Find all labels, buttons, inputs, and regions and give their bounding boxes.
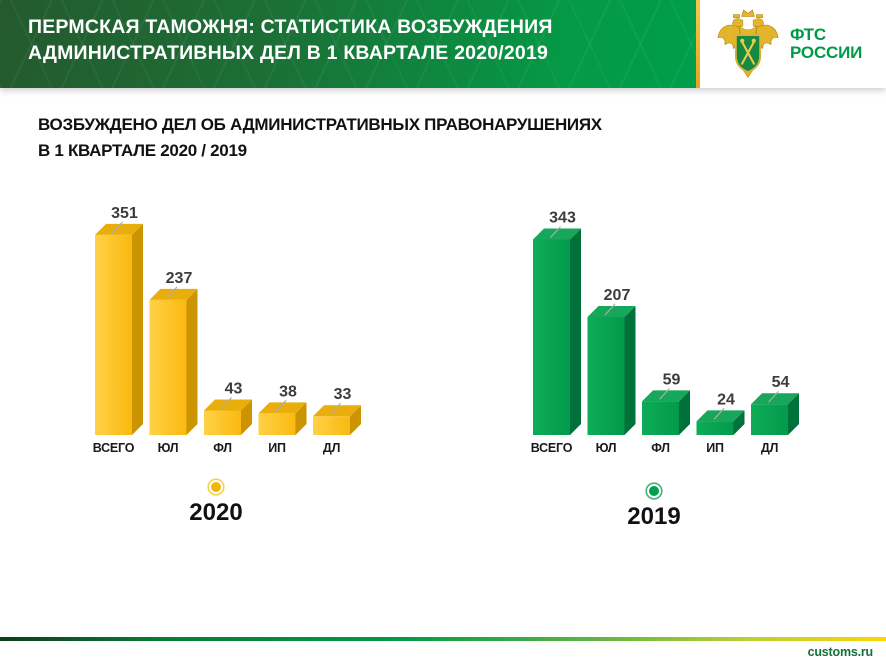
footer-site-label: customs.ru bbox=[807, 645, 874, 659]
bar-ФЛ: 43 bbox=[204, 380, 252, 435]
bar-chart-svg-2019: 343 ВСЕГО 207 ЮЛ 59 ФЛ 24 ИП 54 ДЛ 2019 bbox=[531, 209, 799, 530]
legend-2019: 2019 bbox=[627, 482, 681, 530]
slide-title-line2: АДМИНИСТРАТИВНЫХ ДЕЛ В 1 КВАРТАЛЕ 2020/2… bbox=[28, 42, 549, 64]
bar-top-face bbox=[642, 390, 690, 402]
chart-2019: 343 ВСЕГО 207 ЮЛ 59 ФЛ 24 ИП 54 ДЛ 2019 bbox=[498, 195, 878, 535]
bar-front-face bbox=[95, 234, 132, 435]
bar-side-face bbox=[132, 223, 143, 435]
bar-top-face bbox=[751, 393, 799, 405]
value-leader-line bbox=[112, 221, 123, 234]
bar-side-face bbox=[733, 410, 745, 435]
chart-heading-line1: ВОЗБУЖДЕНО ДЕЛ ОБ АДМИНИСТРАТИВНЫХ ПРАВО… bbox=[38, 115, 602, 134]
value-label-ЮЛ: 237 bbox=[166, 270, 193, 287]
bar-front-face bbox=[149, 299, 187, 435]
bar-ИП: 24 bbox=[696, 391, 745, 435]
bar-side-face bbox=[186, 288, 198, 435]
category-label-ЮЛ: ЮЛ bbox=[158, 441, 179, 455]
bar-top-face bbox=[533, 228, 581, 240]
legend-label-2019: 2019 bbox=[627, 503, 680, 530]
value-leader-line bbox=[768, 390, 779, 403]
bar-side-face bbox=[350, 405, 361, 435]
bar-front-face bbox=[533, 239, 570, 435]
category-label-ВСЕГО: ВСЕГО bbox=[93, 441, 135, 455]
legend-2020: 2020 bbox=[189, 478, 243, 526]
bar-side-face bbox=[241, 399, 252, 435]
bar-side-face bbox=[624, 306, 636, 435]
bar-ВСЕГО: 351 bbox=[95, 205, 143, 435]
bar-ДЛ: 54 bbox=[751, 374, 799, 435]
bar-side-face bbox=[788, 393, 799, 435]
legend-dot-icon bbox=[211, 482, 221, 492]
category-label-ИП: ИП bbox=[268, 441, 286, 455]
bar-side-face bbox=[679, 390, 690, 435]
value-label-ВСЕГО: 343 bbox=[549, 209, 576, 226]
value-leader-line bbox=[166, 286, 178, 299]
logo-org-line1: ФТС bbox=[790, 24, 826, 44]
bar-top-face bbox=[149, 288, 198, 300]
value-leader-line bbox=[604, 303, 616, 316]
slide-title-line1: ПЕРМСКАЯ ТАМОЖНЯ: СТАТИСТИКА ВОЗБУЖДЕНИЯ bbox=[28, 16, 553, 38]
value-label-ИП: 24 bbox=[717, 391, 735, 408]
logo-org-name: ФТС РОССИИ bbox=[790, 24, 863, 63]
bar-ДЛ: 33 bbox=[313, 386, 361, 435]
bar-front-face bbox=[258, 413, 296, 435]
bar-side-face bbox=[570, 228, 581, 435]
value-leader-line bbox=[330, 402, 341, 415]
header-gold-divider bbox=[696, 0, 700, 88]
header-banner: ПЕРМСКАЯ ТАМОЖНЯ: СТАТИСТИКА ВОЗБУЖДЕНИЯ… bbox=[0, 0, 886, 88]
bar-top-face bbox=[95, 223, 143, 235]
bar-ЮЛ: 237 bbox=[149, 270, 198, 435]
header-title-area: ПЕРМСКАЯ ТАМОЖНЯ: СТАТИСТИКА ВОЗБУЖДЕНИЯ… bbox=[0, 0, 696, 88]
bar-top-face bbox=[587, 306, 636, 318]
bar-top-face bbox=[696, 410, 745, 422]
category-label-ДЛ: ДЛ bbox=[323, 441, 340, 455]
category-label-ФЛ: ФЛ bbox=[651, 441, 670, 455]
value-label-ИП: 38 bbox=[279, 383, 297, 400]
bar-ИП: 38 bbox=[258, 383, 307, 435]
category-label-ЮЛ: ЮЛ bbox=[596, 441, 617, 455]
bar-chart-svg-2020: 351 ВСЕГО 237 ЮЛ 43 ФЛ 38 ИП 33 ДЛ 2020 bbox=[93, 205, 361, 526]
value-label-ЮЛ: 207 bbox=[604, 287, 631, 304]
bar-front-face bbox=[313, 416, 350, 435]
category-label-ВСЕГО: ВСЕГО bbox=[531, 441, 573, 455]
logo-org-line2: РОССИИ bbox=[790, 43, 863, 62]
value-leader-line bbox=[275, 399, 287, 412]
legend-label-2020: 2020 bbox=[189, 499, 242, 526]
bar-front-face bbox=[696, 421, 734, 435]
value-leader-line bbox=[550, 226, 561, 238]
legend-ring-icon bbox=[207, 478, 225, 496]
value-leader-line bbox=[713, 407, 725, 420]
bar-ФЛ: 59 bbox=[642, 371, 690, 435]
value-label-ФЛ: 59 bbox=[663, 371, 681, 388]
value-label-ДЛ: 54 bbox=[772, 374, 790, 391]
category-label-ДЛ: ДЛ bbox=[761, 441, 778, 455]
value-label-ВСЕГО: 351 bbox=[111, 205, 138, 222]
value-label-ФЛ: 43 bbox=[225, 380, 243, 397]
bar-front-face bbox=[751, 404, 788, 435]
chart-heading: ВОЗБУЖДЕНО ДЕЛ ОБ АДМИНИСТРАТИВНЫХ ПРАВО… bbox=[38, 112, 602, 164]
bar-front-face bbox=[587, 317, 625, 435]
legend-dot-icon bbox=[649, 486, 659, 496]
bar-top-face bbox=[258, 402, 307, 414]
bar-side-face bbox=[295, 402, 307, 435]
category-label-ФЛ: ФЛ bbox=[213, 441, 232, 455]
bar-front-face bbox=[642, 401, 679, 435]
chart-heading-line2: В 1 КВАРТАЛЕ 2020 / 2019 bbox=[38, 141, 247, 160]
bar-ВСЕГО: 343 bbox=[533, 209, 581, 435]
fts-emblem-icon bbox=[717, 9, 779, 78]
bar-front-face bbox=[204, 410, 241, 435]
bar-top-face bbox=[204, 399, 252, 411]
bar-ЮЛ: 207 bbox=[587, 287, 636, 435]
bar-top-face bbox=[313, 405, 361, 417]
footer-gradient-line bbox=[0, 637, 886, 641]
header-logo-area: ФТС РОССИИ bbox=[700, 0, 886, 88]
category-label-ИП: ИП bbox=[706, 441, 724, 455]
chart-2020: 351 ВСЕГО 237 ЮЛ 43 ФЛ 38 ИП 33 ДЛ 2020 bbox=[60, 195, 440, 535]
value-leader-line bbox=[221, 397, 232, 409]
value-label-ДЛ: 33 bbox=[334, 386, 352, 403]
value-leader-line bbox=[659, 387, 670, 400]
legend-ring-icon bbox=[645, 482, 663, 500]
